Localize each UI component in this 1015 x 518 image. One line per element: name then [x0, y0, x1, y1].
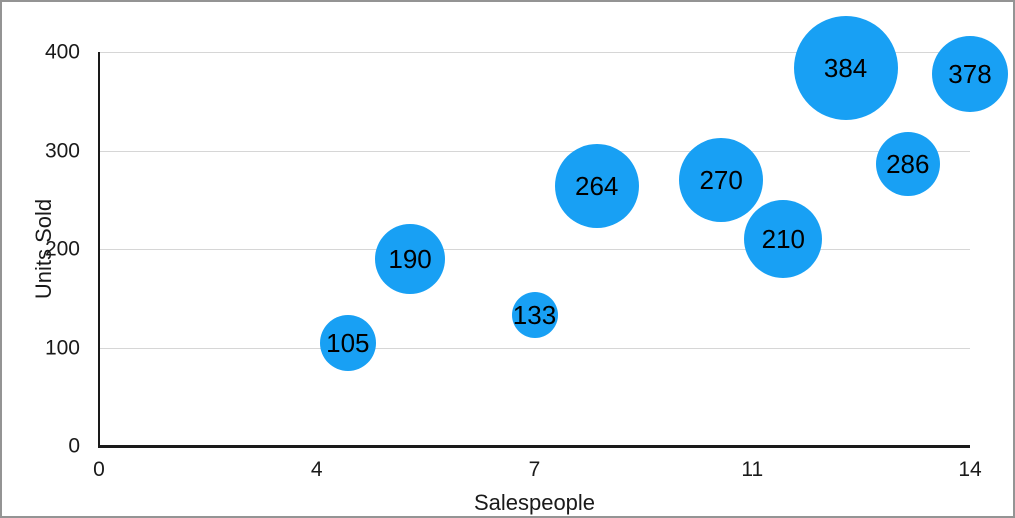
x-axis-title: Salespeople	[473, 490, 596, 515]
gridline-y-200	[99, 249, 970, 250]
gridline-y-100	[99, 348, 970, 349]
bubble-133[interactable]: 133	[511, 291, 558, 338]
bubble-190[interactable]: 190	[375, 223, 446, 294]
bubble-210[interactable]: 210	[744, 200, 823, 279]
y-tick-label-0: 0	[68, 434, 80, 458]
bubble-270[interactable]: 270	[679, 138, 764, 223]
bubble-value-label: 378	[948, 58, 992, 89]
bubble-value-label: 384	[823, 52, 868, 83]
x-tick-label-14: 14	[958, 458, 982, 481]
y-tick-label-400: 400	[44, 40, 80, 64]
gridline-y-300	[99, 151, 970, 152]
bubble-378[interactable]: 378	[932, 35, 1008, 112]
gridline-y-400	[99, 52, 970, 53]
x-axis-line	[98, 445, 970, 448]
bubble-value-label: 105	[326, 327, 370, 358]
x-tick-label-0: 0	[93, 458, 105, 481]
y-tick-label-100: 100	[44, 336, 80, 359]
bubble-286[interactable]: 286	[875, 132, 940, 197]
bubble-264[interactable]: 264	[554, 143, 639, 228]
bubble-value-label: 270	[699, 165, 743, 196]
y-axis-title: Units Sold	[31, 198, 56, 300]
y-axis-line	[98, 52, 100, 447]
x-tick-label-4: 4	[310, 458, 323, 481]
x-tick-label-11: 11	[741, 458, 764, 481]
y-tick-label-300: 300	[44, 139, 80, 162]
bubble-value-label: 286	[886, 149, 930, 180]
bubble-105[interactable]: 105	[319, 314, 376, 371]
bubble-value-label: 133	[512, 299, 557, 330]
y-tick-label-200: 200	[44, 237, 80, 261]
bubble-value-label: 264	[575, 170, 619, 201]
bubble-value-label: 210	[761, 224, 806, 255]
bubble-384[interactable]: 384	[793, 15, 898, 120]
bubble-value-label: 190	[388, 243, 432, 274]
x-tick-label-7: 7	[528, 458, 541, 481]
